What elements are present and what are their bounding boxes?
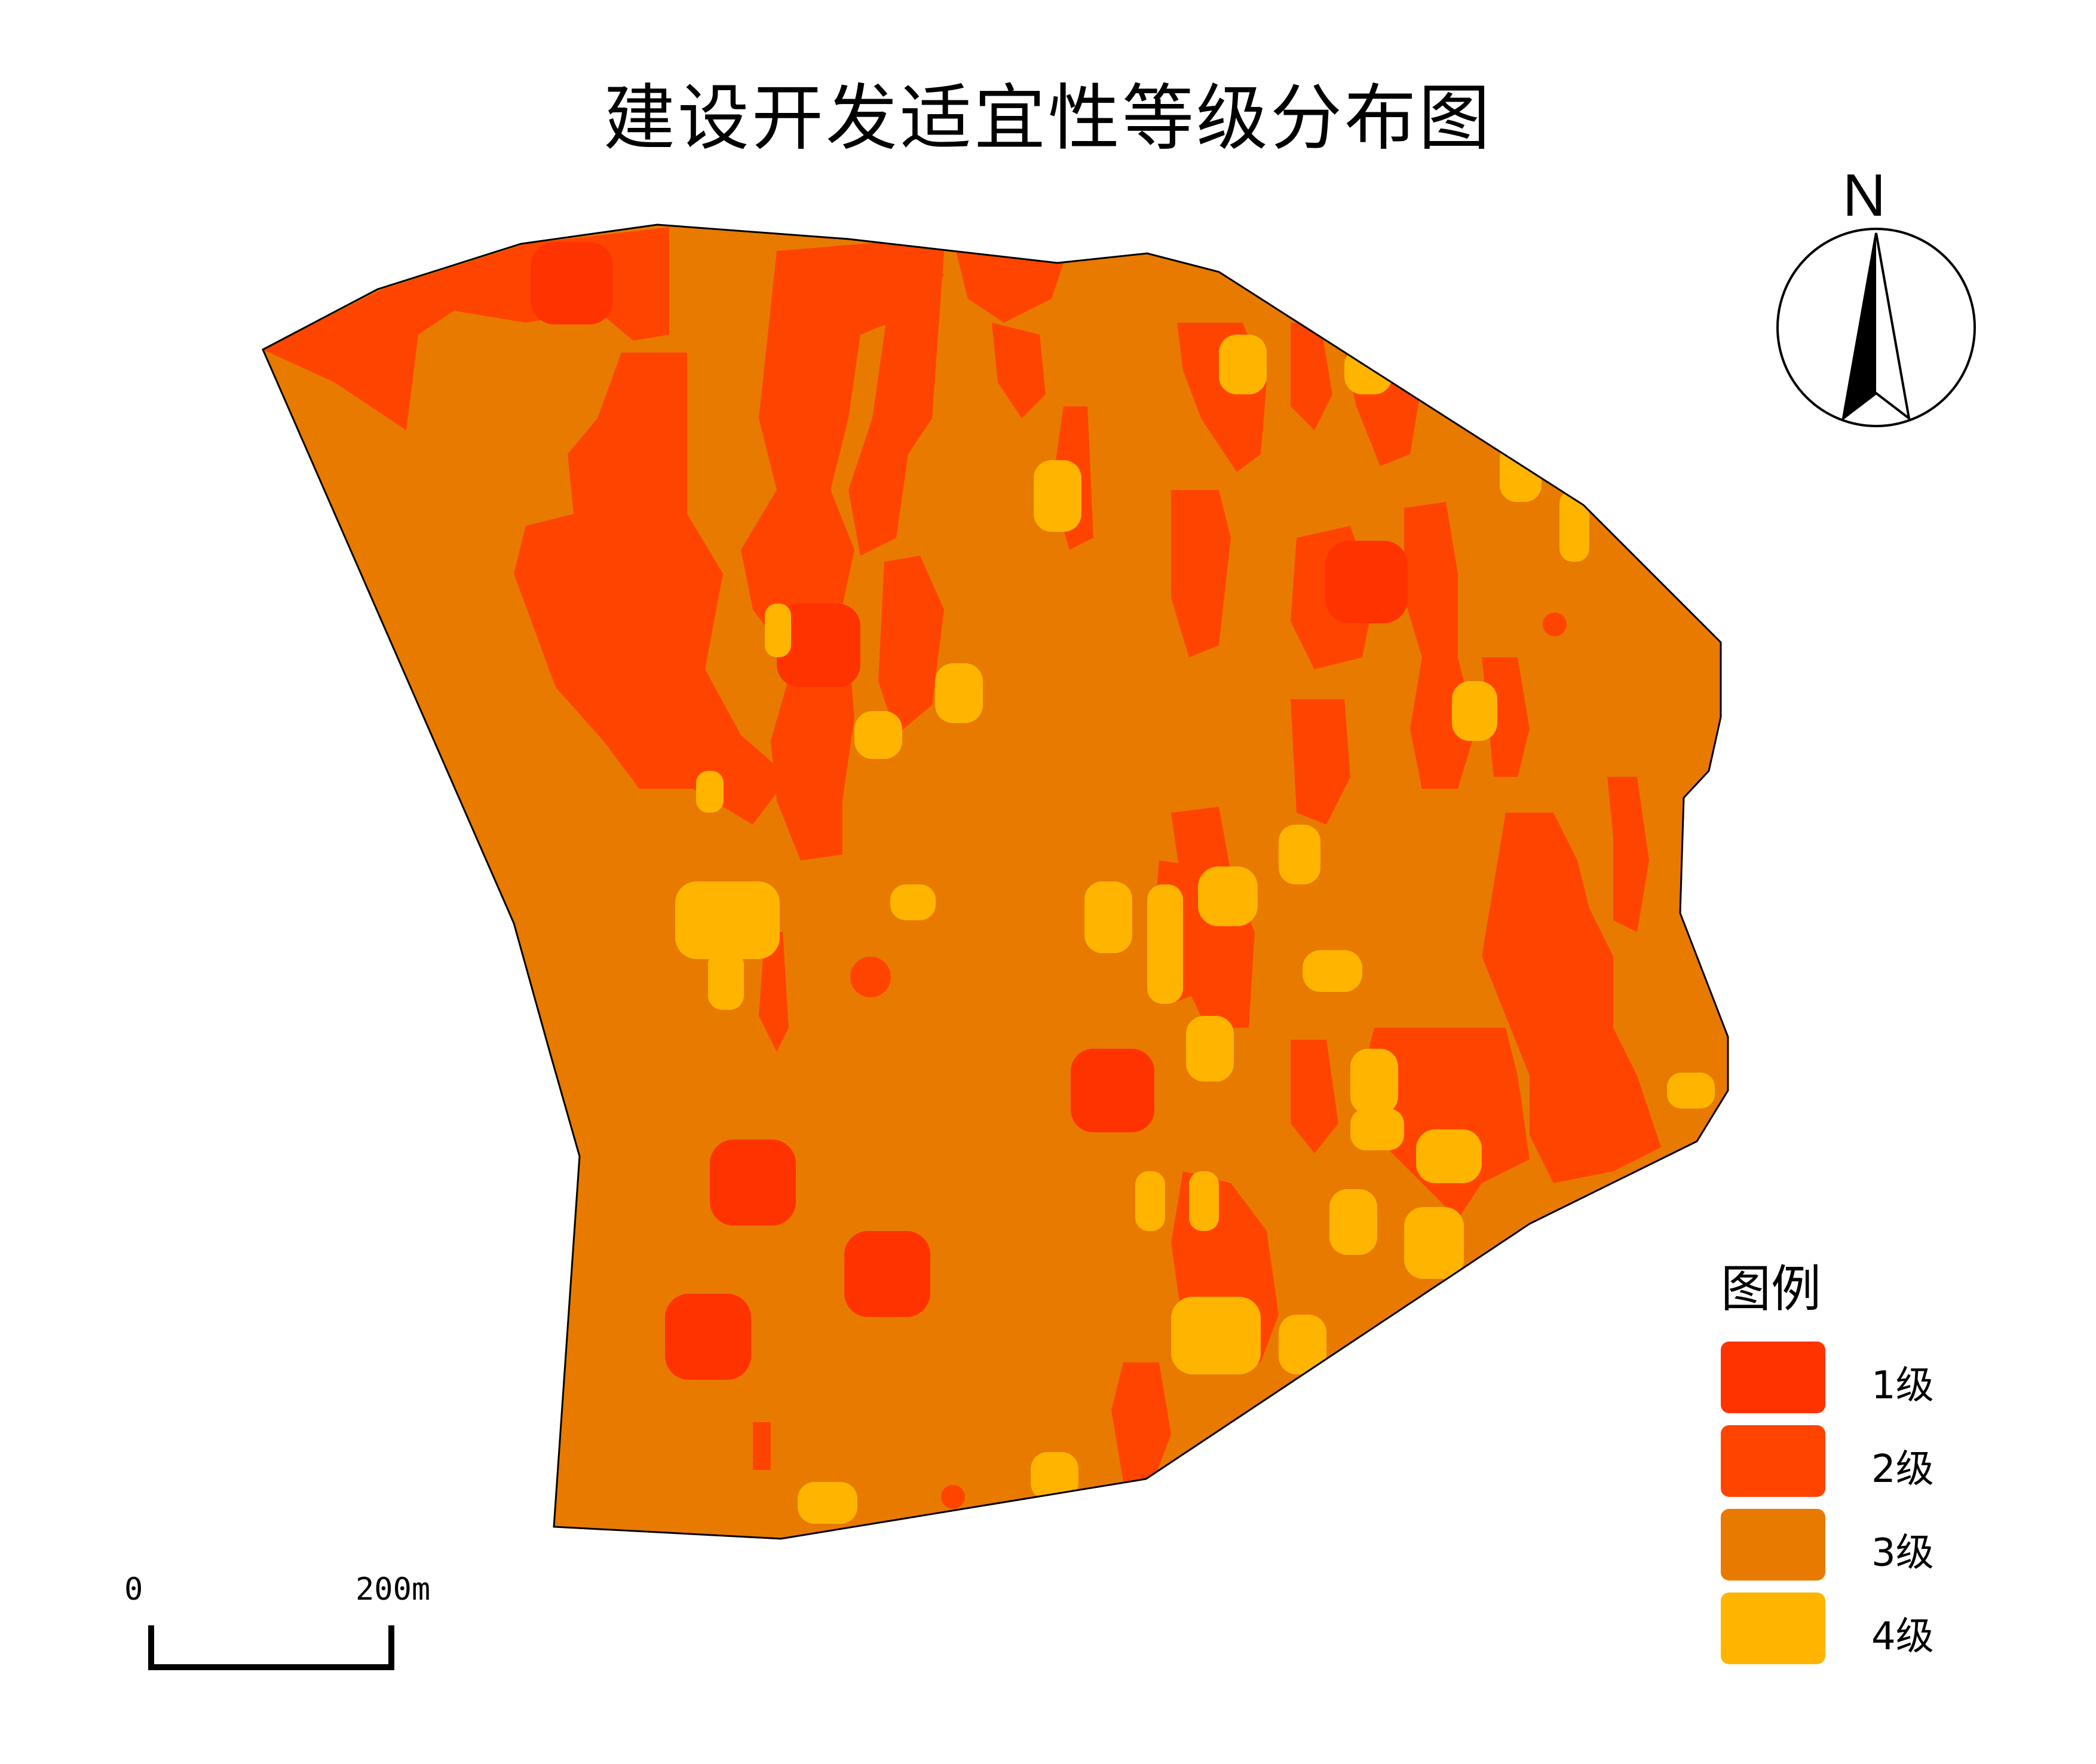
legend-item-level-3: 3级 xyxy=(1721,1509,1972,1581)
legend-label: 1级 xyxy=(1871,1364,1934,1408)
legend-label: 4级 xyxy=(1871,1615,1934,1659)
level-1-zones xyxy=(531,242,1408,1380)
legend-swatch xyxy=(1721,1342,1825,1413)
level-4-zones xyxy=(675,335,1715,1524)
legend-title: 图例 xyxy=(1721,1260,1822,1318)
legend-item-level-1: 1级 xyxy=(1721,1342,1972,1413)
legend-label: 3级 xyxy=(1871,1531,1934,1575)
map-title: 建设开发适宜性等级分布图 xyxy=(603,77,1493,160)
north-label: N xyxy=(1842,162,1886,229)
legend-swatch xyxy=(1721,1509,1825,1581)
legend-swatch xyxy=(1721,1425,1825,1497)
scale-end-label: 200m xyxy=(356,1572,431,1607)
scale-start-label: 0 xyxy=(124,1572,143,1607)
north-arrow-icon xyxy=(1776,228,1976,427)
legend-swatch xyxy=(1721,1592,1825,1664)
legend-item-level-4: 4级 xyxy=(1721,1592,1972,1664)
legend-item-level-2: 2级 xyxy=(1721,1425,1972,1497)
scale-bar xyxy=(148,1625,394,1670)
legend-label: 2级 xyxy=(1871,1447,1934,1492)
study-area-outline xyxy=(262,223,1729,1540)
